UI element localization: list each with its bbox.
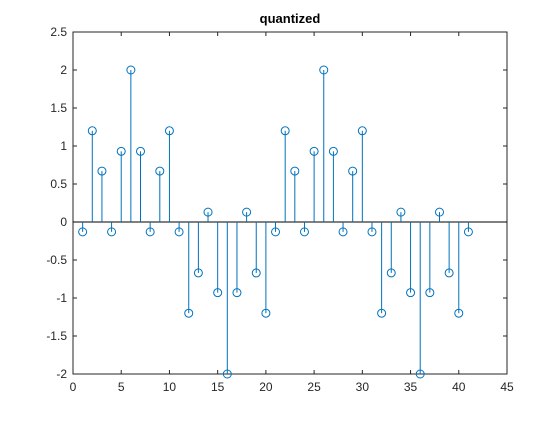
chart-title: quantized — [260, 11, 321, 26]
x-tick-label: 10 — [163, 380, 177, 394]
x-tick-label: 30 — [356, 380, 370, 394]
x-tick-label: 40 — [452, 380, 466, 394]
y-tick-label: 1 — [60, 139, 67, 153]
stem-marker — [367, 227, 377, 237]
stem-marker — [184, 308, 194, 318]
stem-marker — [463, 227, 473, 237]
stem-marker — [415, 369, 425, 379]
stem-marker — [338, 227, 348, 237]
y-tick-label: 0.5 — [50, 177, 67, 191]
stem-marker — [348, 166, 358, 176]
stem-marker — [444, 268, 454, 278]
stem-marker — [145, 227, 155, 237]
plot-area: -2 -1.5 -1 -0.5 0 0.5 1 1.5 2 2.5 0 5 10 15 20 25 30 35 40… — [46, 25, 514, 394]
stem-marker — [78, 227, 88, 237]
x-tick-label: 5 — [118, 380, 125, 394]
x-tick-label: 0 — [70, 380, 77, 394]
stem-marker — [386, 268, 396, 278]
x-tick-label: 35 — [404, 380, 418, 394]
y-tick-label: -2 — [56, 367, 67, 381]
stem-marker — [193, 268, 203, 278]
stem-marker — [203, 207, 213, 217]
stem-marker — [97, 166, 107, 176]
y-tick-label: 2.5 — [50, 25, 67, 39]
stem-marker — [319, 65, 329, 75]
stem-marker — [136, 146, 146, 156]
stem-marker — [126, 65, 136, 75]
stem-marker — [377, 308, 387, 318]
stem-marker — [309, 146, 319, 156]
stem-marker — [280, 126, 290, 136]
stem-marker — [299, 227, 309, 237]
y-tick-label: 1.5 — [50, 101, 67, 115]
stem-marker — [116, 146, 126, 156]
stem-marker — [290, 166, 300, 176]
x-tick-label: 45 — [500, 380, 514, 394]
y-tick-label: 2 — [60, 63, 67, 77]
stem-marker — [271, 227, 281, 237]
stem-marker — [232, 288, 242, 298]
stem-marker — [396, 207, 406, 217]
stem-marker — [242, 207, 252, 217]
stem-marker — [222, 369, 232, 379]
x-tick-label: 15 — [211, 380, 225, 394]
stem-marker — [251, 268, 261, 278]
y-tick-label: 0 — [60, 215, 67, 229]
y-tick-label: -1 — [56, 291, 67, 305]
stem-marker — [87, 126, 97, 136]
stem-marker — [261, 308, 271, 318]
stem-marker — [164, 126, 174, 136]
stem-marker — [357, 126, 367, 136]
axes-box — [72, 31, 508, 375]
stem-marker — [425, 288, 435, 298]
stem-marker — [213, 288, 223, 298]
stem-marker — [155, 166, 165, 176]
stem-marker — [406, 288, 416, 298]
y-tick-label: -1.5 — [46, 329, 67, 343]
stem-marker — [107, 227, 117, 237]
stem-marker — [434, 207, 444, 217]
stem-marker — [454, 308, 464, 318]
y-tick-label: -0.5 — [46, 253, 67, 267]
x-tick-label: 25 — [307, 380, 321, 394]
stem-marker — [328, 146, 338, 156]
x-tick-label: 20 — [259, 380, 273, 394]
stem-marker — [174, 227, 184, 237]
